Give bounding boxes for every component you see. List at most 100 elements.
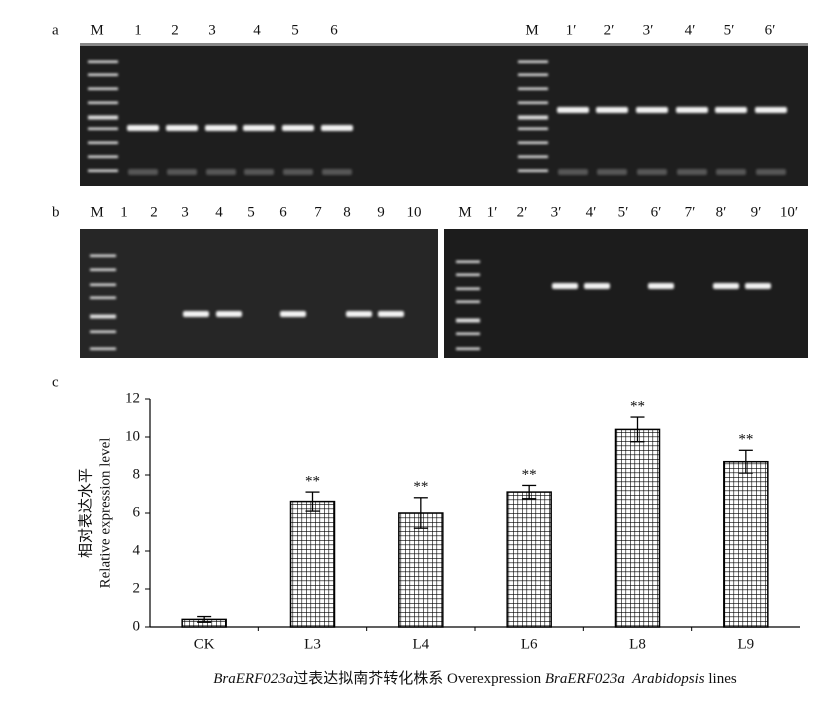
lane-label: 6 — [279, 204, 287, 220]
ladder-band — [90, 268, 116, 271]
gel-band — [283, 169, 313, 175]
lane-label: 2 — [171, 22, 179, 38]
gel-band — [676, 107, 708, 113]
gel-band — [637, 169, 667, 175]
ladder-band — [518, 141, 548, 144]
gel-band — [677, 169, 707, 175]
lane-label: 3′ — [643, 22, 654, 38]
error-bar — [413, 497, 428, 529]
lane-label: 9′ — [751, 204, 762, 220]
error-bar — [305, 491, 320, 512]
lane-label: 4 — [215, 204, 223, 220]
ladder-band — [90, 254, 116, 257]
gel-band — [756, 169, 786, 175]
significance: ** — [738, 432, 753, 448]
lane-label: 2′ — [604, 22, 615, 38]
y-tick-label: 8 — [133, 466, 141, 482]
ladder-band — [456, 332, 480, 335]
lane-label: 4′ — [685, 22, 696, 38]
lane-label: 1 — [134, 22, 142, 38]
gel — [80, 43, 808, 186]
gel-band — [648, 283, 674, 289]
bar — [614, 428, 661, 628]
ladder-band — [518, 115, 548, 120]
gel — [80, 229, 438, 358]
gel-band — [206, 169, 236, 175]
gel-band — [166, 125, 198, 131]
panel-label: a — [52, 22, 59, 38]
gel-band — [127, 125, 159, 131]
error-bar — [738, 449, 753, 474]
error-bar — [630, 416, 645, 443]
lane-label: 1 — [120, 204, 128, 220]
gel-band — [346, 311, 372, 317]
ladder-band — [90, 296, 116, 299]
x-axis-label-part: BraERF023a — [213, 671, 293, 687]
ladder-band — [456, 273, 480, 276]
lane-label: 6 — [330, 22, 338, 38]
ladder-band — [88, 127, 118, 130]
x-axis-label-part: 过表达拟南芥转化株系 Overexpression — [293, 670, 545, 687]
ladder-band — [90, 330, 116, 333]
error-bar — [197, 615, 212, 623]
lane-label: 3 — [208, 22, 216, 38]
error-bar — [522, 484, 537, 500]
x-axis-label-part: BraERF023a — [545, 671, 625, 687]
ladder-band — [518, 169, 548, 172]
gel-band — [552, 283, 578, 289]
lane-label: M — [458, 204, 471, 220]
lane-label: 3′ — [551, 204, 562, 220]
ladder-band — [88, 60, 118, 63]
x-axis-label: BraERF023a过表达拟南芥转化株系 Overexpression BraE… — [213, 670, 737, 687]
gel-band — [243, 125, 275, 131]
lane-label: 1′ — [566, 22, 577, 38]
ladder-band — [88, 141, 118, 144]
ladder-band — [88, 101, 118, 104]
ladder-band — [518, 127, 548, 130]
x-tick-label: CK — [194, 636, 215, 652]
lane-label: 6′ — [765, 22, 776, 38]
gel-band — [216, 311, 242, 317]
lane-label: 10 — [407, 204, 422, 220]
gel-band — [322, 169, 352, 175]
ladder-band — [90, 347, 116, 350]
ladder-band — [456, 260, 480, 263]
lane-label: 9 — [377, 204, 385, 220]
lane-label: 5 — [247, 204, 255, 220]
ladder-band — [518, 87, 548, 90]
gel-band — [205, 125, 237, 131]
lane-label: 5 — [291, 22, 299, 38]
lane-label: 2′ — [517, 204, 528, 220]
lane-label: 5′ — [724, 22, 735, 38]
gel-band — [378, 311, 404, 317]
lane-label: 2 — [150, 204, 158, 220]
gel-band — [584, 283, 610, 289]
y-axis-label: 相对表达水平 — [77, 468, 94, 558]
lane-label: 4′ — [586, 204, 597, 220]
ladder-band — [88, 87, 118, 90]
ladder-band — [90, 314, 116, 319]
ladder-band — [88, 169, 118, 172]
ladder-band — [456, 287, 480, 290]
lane-label: 7′ — [685, 204, 696, 220]
significance: ** — [413, 479, 428, 495]
y-axis-label: Relative expression level — [97, 438, 113, 589]
x-tick-label: L3 — [304, 636, 321, 652]
lane-label: 5′ — [618, 204, 629, 220]
ladder-band — [456, 318, 480, 323]
gel-band — [280, 311, 306, 317]
ladder-band — [518, 60, 548, 63]
x-tick-label: L6 — [521, 636, 538, 652]
gel-band — [636, 107, 668, 113]
gel-band — [128, 169, 158, 175]
y-tick-label: 4 — [133, 542, 141, 558]
x-axis-label-part: Arabidopsis — [625, 671, 705, 687]
lane-label: 8 — [343, 204, 351, 220]
lane-label: 10′ — [780, 204, 798, 220]
gel-band — [715, 107, 747, 113]
gel-band — [557, 107, 589, 113]
gel-band — [596, 107, 628, 113]
gel-band — [755, 107, 787, 113]
ladder-band — [88, 73, 118, 76]
